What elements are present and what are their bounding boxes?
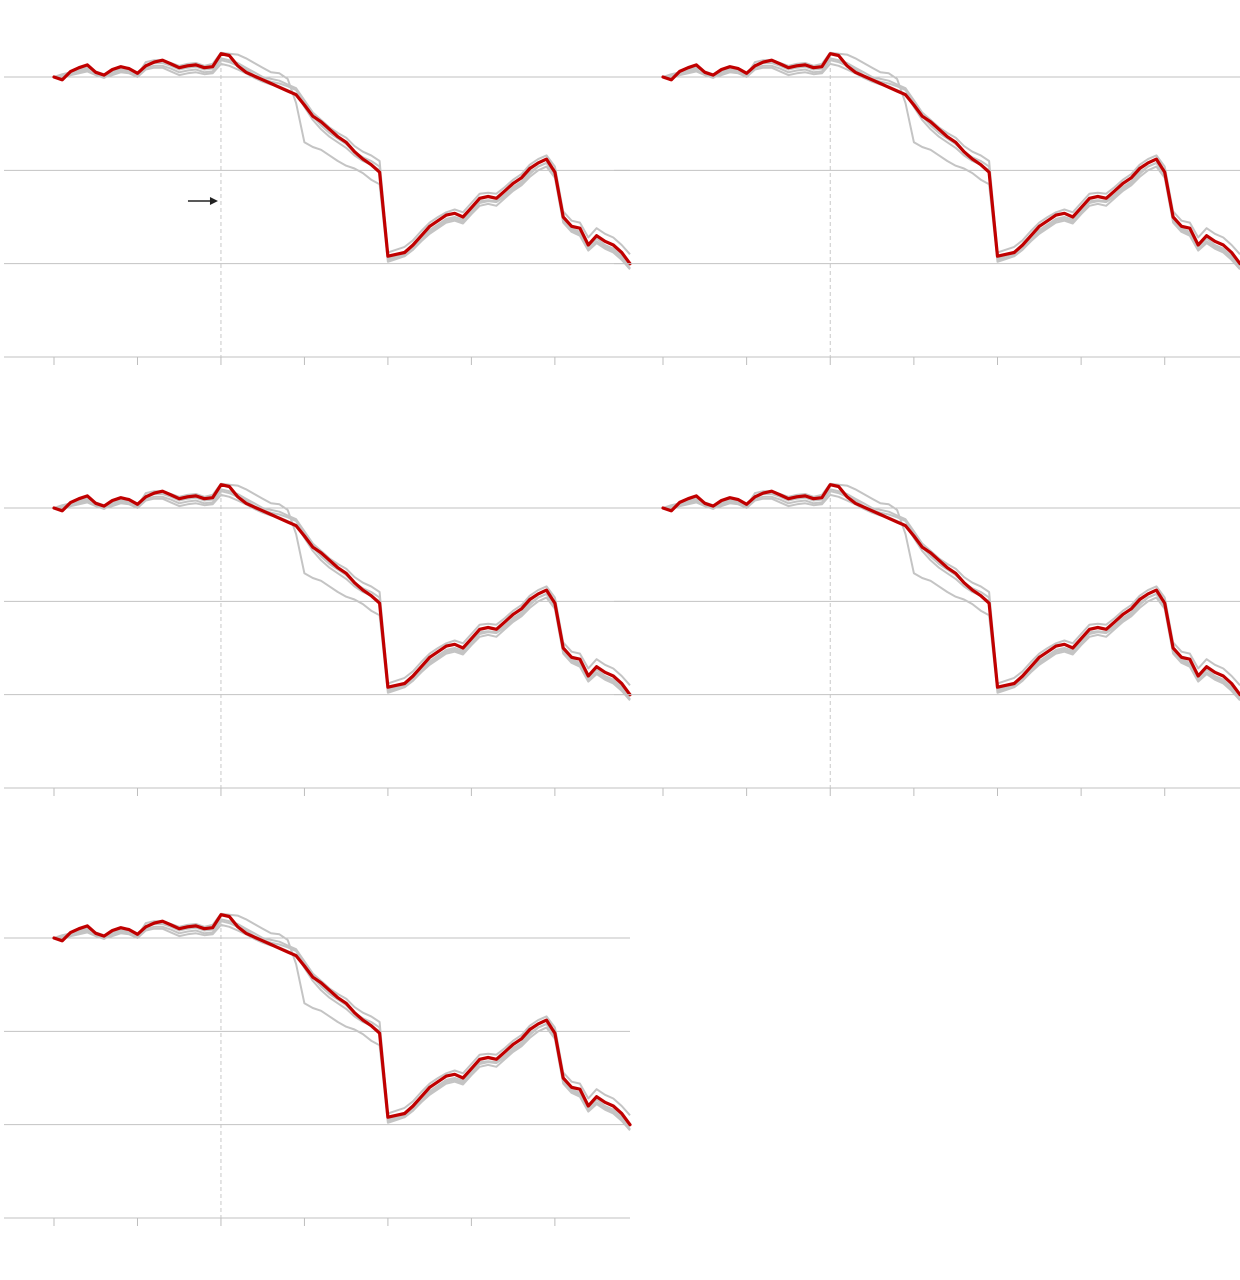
comparison-series-line <box>663 493 1240 701</box>
highlighted-series-line <box>52 913 632 1127</box>
highlighted-series-line <box>661 52 1240 266</box>
comparison-series-line <box>662 57 1240 255</box>
chart-panel-4 <box>614 482 1240 796</box>
chart-panel-1 <box>4 51 632 365</box>
chart-panel-2 <box>614 51 1240 365</box>
comparison-series-line <box>53 488 631 686</box>
highlighted-series-line <box>661 483 1240 697</box>
comparison-series-line <box>53 918 631 1116</box>
highlighted-series-line <box>52 52 632 266</box>
comparison-series-line <box>662 488 1240 686</box>
highlighted-series-line <box>52 483 632 697</box>
comparison-series-line <box>54 62 631 270</box>
chart-panel-3 <box>4 482 632 796</box>
chart-panel-5 <box>4 912 632 1226</box>
right-arrow-icon <box>187 197 218 205</box>
comparison-series-line <box>663 62 1240 270</box>
comparison-series-line <box>54 493 631 701</box>
comparison-series-line <box>53 57 631 255</box>
comparison-series-line <box>54 923 631 1131</box>
